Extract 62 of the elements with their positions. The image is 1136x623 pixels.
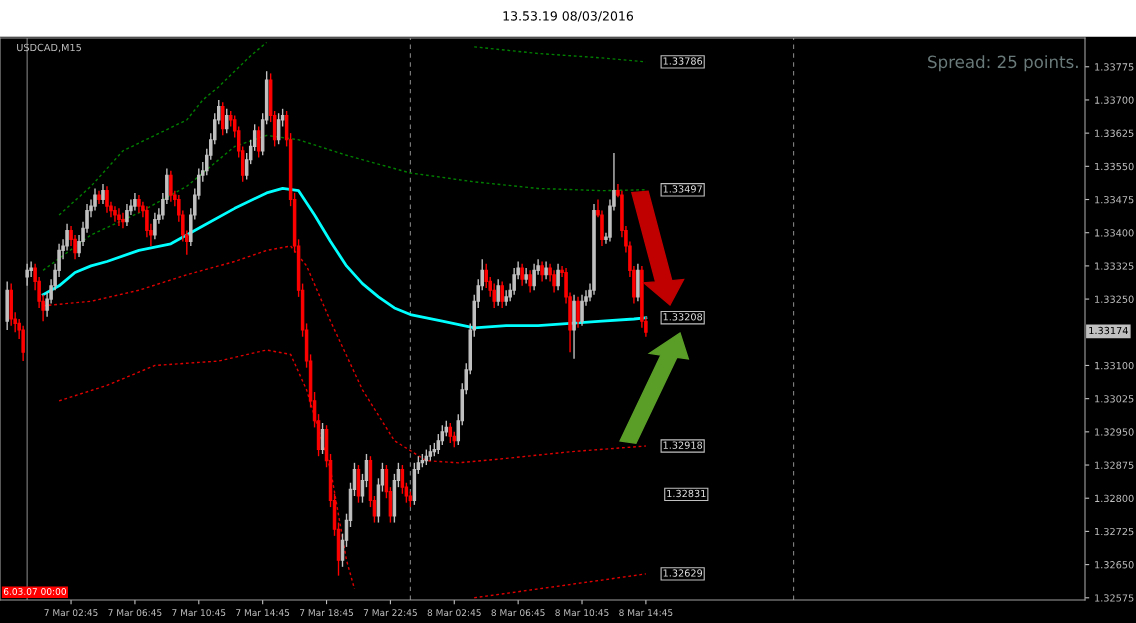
y-tick-label: 1.33325 [1095, 262, 1134, 270]
candlestick [125, 203, 129, 227]
candlestick [153, 212, 157, 241]
y-tick-label: 1.33100 [1095, 361, 1134, 370]
candlestick [484, 262, 488, 289]
candlestick [121, 212, 125, 229]
y-tick-label: 1.33400 [1095, 229, 1134, 237]
annotation: 1.33786 [663, 57, 703, 65]
annotation: 1.32918 [663, 441, 703, 449]
candlestick [528, 269, 532, 294]
y-tick-label: 1.32575 [1095, 594, 1134, 602]
candlestick [556, 262, 560, 291]
y-tick-label: 1.32875 [1095, 461, 1134, 469]
annotation: 6.03.07 00:00 [3, 588, 66, 595]
candlestick [580, 293, 584, 327]
candlestick [524, 267, 528, 285]
y-tick-label: 1.33025 [1095, 395, 1134, 403]
candlestick [101, 183, 105, 205]
annotation: 1.32629 [663, 569, 703, 577]
candlestick [169, 170, 173, 203]
x-tick-label: 7 Mar 14:45 [236, 609, 290, 617]
annotation: Spread: 25 points. [928, 55, 1078, 72]
y-tick-label: 1.33625 [1095, 129, 1134, 137]
candlestick [496, 278, 500, 307]
candlestick [220, 101, 225, 137]
candlestick [520, 262, 524, 287]
annotation: 1.33208 [663, 313, 703, 321]
candlestick [540, 260, 544, 283]
candlestick [113, 205, 117, 223]
y-tick-label: 1.32800 [1095, 494, 1134, 503]
annotation: 1.32831 [667, 489, 706, 498]
text: USDCAD,M15 [17, 43, 81, 53]
candlestick [500, 280, 504, 309]
candlestick [448, 422, 453, 444]
y-tick-label: 1.33475 [1095, 196, 1134, 204]
x-tick-label: 7 Mar 06:45 [108, 609, 162, 617]
x-tick-label: 8 Mar 10:45 [555, 609, 609, 617]
y-tick-label: 1.32950 [1095, 428, 1134, 436]
candlestick [25, 262, 29, 287]
line-series [41, 187, 648, 330]
x-tick-label: 8 Mar 02:45 [427, 609, 481, 617]
chart-title: 13.53.19 08/03/2016 [503, 11, 634, 22]
y-tick-label: 1.32725 [1095, 527, 1134, 536]
candlestick [532, 262, 536, 291]
y-tick-label: 1.33700 [1095, 96, 1134, 104]
x-tick-label: 7 Mar 10:45 [172, 609, 226, 617]
text: 1.33174 [1089, 326, 1128, 335]
x-tick-label: 8 Mar 06:45 [491, 609, 545, 617]
y-tick-label: 1.33250 [1095, 295, 1134, 303]
candlestick [105, 185, 109, 214]
candlestick [224, 108, 229, 134]
annotation: 1.33497 [663, 185, 702, 193]
x-tick-label: 7 Mar 22:45 [363, 609, 417, 617]
y-tick-label: 1.32650 [1095, 561, 1134, 569]
y-tick-label: 1.33550 [1095, 162, 1134, 171]
x-tick-label: 7 Mar 18:45 [300, 609, 354, 617]
x-tick-label: 7 Mar 02:45 [44, 609, 98, 617]
x-tick-label: 8 Mar 14:45 [619, 609, 673, 617]
candlestick [117, 207, 121, 227]
y-tick-label: 1.33775 [1095, 63, 1134, 71]
candlestick [576, 296, 580, 329]
candlestick [436, 433, 441, 455]
